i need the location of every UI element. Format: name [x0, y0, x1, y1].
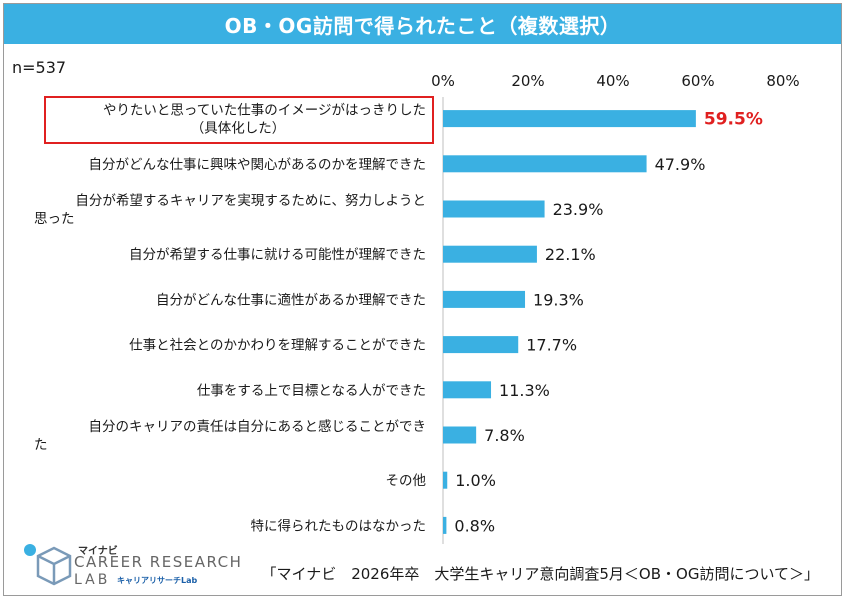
logo-lab: LAB — [74, 572, 111, 588]
logo-sub: キャリアリサーチLab — [117, 576, 198, 585]
category-label: 思った — [34, 211, 75, 227]
x-tick-label: 0% — [431, 72, 455, 90]
logo-brand: マイナビ — [78, 546, 118, 557]
category-label: その他 — [386, 473, 427, 489]
data-label: 1.0% — [455, 471, 496, 490]
bar — [443, 290, 526, 308]
x-tick-label: 60% — [681, 72, 714, 90]
x-tick-label: 80% — [766, 72, 799, 90]
category-label: 自分がどんな仕事に適性があるか理解できた — [156, 291, 426, 308]
category-label: 自分がどんな仕事に興味や関心があるのかを理解できた — [89, 157, 427, 173]
sample-size-label: n=537 — [12, 58, 67, 77]
chart-title: OB・OG訪問で得られたこと（複数選択） — [4, 4, 841, 44]
data-label: 0.8% — [454, 516, 495, 535]
bar — [443, 471, 448, 489]
data-label: 59.5% — [704, 110, 763, 130]
x-tick-label: 20% — [511, 72, 544, 90]
category-label: 自分が希望する仕事に就ける可能性が理解できた — [129, 247, 426, 263]
category-label: （具体化した） — [191, 121, 286, 137]
data-label: 17.7% — [526, 336, 577, 355]
data-label: 22.1% — [545, 245, 596, 264]
bar — [443, 200, 545, 218]
source-note: 「マイナビ 2026年卒 大学生キャリア意向調査5月＜OB・OG訪問について＞」 — [261, 565, 820, 583]
bar — [443, 516, 447, 534]
bar — [443, 381, 492, 399]
category-label: 自分が希望するキャリアを実現するために、努力しようと — [75, 193, 426, 209]
bar — [443, 110, 696, 128]
data-label: 19.3% — [533, 290, 584, 309]
bar — [443, 426, 477, 444]
career-research-lab-logo: マイナビ CAREER RESEARCH LAB キャリアリサーチLab — [22, 542, 241, 594]
bar — [443, 245, 537, 263]
data-label: 47.9% — [655, 155, 706, 174]
category-label: 仕事をする上で目標となる人ができた — [197, 383, 426, 399]
bar — [443, 155, 647, 173]
category-label: た — [34, 437, 48, 453]
logo-icon — [24, 544, 72, 586]
category-label: やりたいと思っていた仕事のイメージがはっきりした — [103, 103, 426, 119]
logo-main: CAREER RESEARCH — [74, 553, 243, 571]
highlight-box — [44, 96, 434, 144]
data-label: 7.8% — [484, 426, 525, 445]
data-label: 23.9% — [553, 200, 604, 219]
category-label: 自分のキャリアの責任は自分にあると感じることができ — [89, 418, 427, 435]
category-label: 特に得られたものはなかった — [251, 517, 427, 534]
category-label: 仕事と社会とのかかわりを理解することができた — [129, 338, 426, 354]
bar — [443, 336, 519, 354]
x-tick-label: 40% — [596, 72, 629, 90]
chart-frame: OB・OG訪問で得られたこと（複数選択） — [3, 3, 842, 596]
data-label: 11.3% — [499, 381, 550, 400]
